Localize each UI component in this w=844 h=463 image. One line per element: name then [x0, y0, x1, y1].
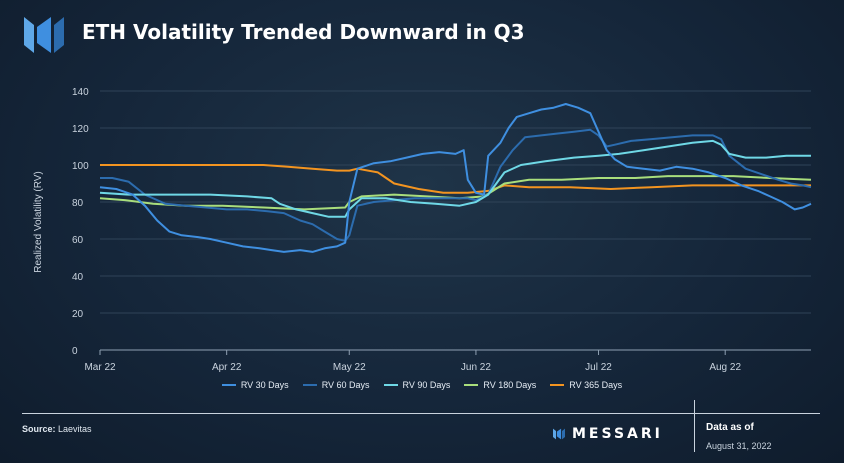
legend-swatch	[302, 384, 317, 386]
legend-item-rv365[interactable]: RV 365 Days	[550, 380, 622, 390]
y-tick-label: 140	[72, 87, 89, 98]
legend-swatch	[221, 384, 236, 386]
y-tick-label: 100	[72, 161, 89, 172]
x-tick-label: May 22	[333, 362, 366, 373]
series-line-rv60	[100, 128, 812, 242]
footer-divider	[22, 413, 820, 414]
legend-swatch	[464, 384, 479, 386]
y-tick-label: 20	[72, 309, 84, 320]
chart-series	[99, 103, 812, 253]
data-as-of-label: Data as of	[706, 422, 754, 433]
legend-label: RV 60 Days	[321, 380, 370, 390]
x-tick-label: Apr 22	[212, 362, 242, 373]
y-tick-label: 80	[72, 198, 84, 209]
y-tick-label: 60	[72, 235, 84, 246]
brand-name: MESSARI	[572, 426, 663, 442]
series-line-rv90	[99, 139, 811, 218]
x-tick-label: Mar 22	[84, 362, 116, 373]
source-note: Source: Laevitas	[22, 424, 92, 434]
legend-item-rv60[interactable]: RV 60 Days	[302, 380, 370, 390]
series-line-rv365	[100, 164, 811, 194]
series-line-rv30	[99, 103, 812, 253]
y-axis-label: Realized Volatility (RV)	[33, 171, 44, 273]
y-axis-ticks: 0 20 40 60 80 100 120 140	[72, 87, 89, 357]
legend-swatch	[383, 384, 398, 386]
x-tick-label: Jun 22	[461, 362, 491, 373]
messari-logo-icon	[24, 17, 64, 53]
footer-vertical-divider	[694, 400, 695, 452]
x-tick-label: Aug 22	[709, 362, 741, 373]
volatility-chart: 0 20 40 60 80 100 120 140 Mar 22 Apr 22 May 22 Jun…	[33, 87, 812, 373]
legend-label: RV 180 Days	[483, 380, 537, 390]
source-value: Laevitas	[58, 424, 92, 434]
legend-label: RV 30 Days	[240, 380, 289, 390]
x-tick-label: Jul 22	[585, 362, 612, 373]
messari-small-logo-icon	[553, 428, 565, 440]
brand-mark: MESSARI	[552, 426, 663, 442]
source-label: Source:	[22, 424, 56, 434]
legend-swatch	[550, 384, 565, 386]
legend-item-rv30[interactable]: RV 30 Days	[221, 380, 289, 390]
y-tick-label: 40	[72, 272, 84, 283]
data-as-of-date: August 31, 2022	[706, 441, 772, 451]
chart-grid	[99, 90, 811, 355]
y-tick-label: 0	[72, 346, 78, 357]
y-tick-label: 120	[72, 124, 89, 135]
page-title: ETH Volatility Trended Downward in Q3	[82, 20, 525, 44]
legend-item-rv90[interactable]: RV 90 Days	[383, 380, 451, 390]
legend-item-rv180[interactable]: RV 180 Days	[464, 380, 536, 390]
x-axis-ticks: Mar 22 Apr 22 May 22 Jun 22 Jul 22 Aug 22	[84, 362, 741, 373]
legend-label: RV 90 Days	[402, 380, 451, 390]
chart-legend: RV 30 Days RV 60 Days RV 90 Days RV 180 …	[0, 380, 844, 390]
legend-label: RV 365 Days	[569, 380, 623, 390]
